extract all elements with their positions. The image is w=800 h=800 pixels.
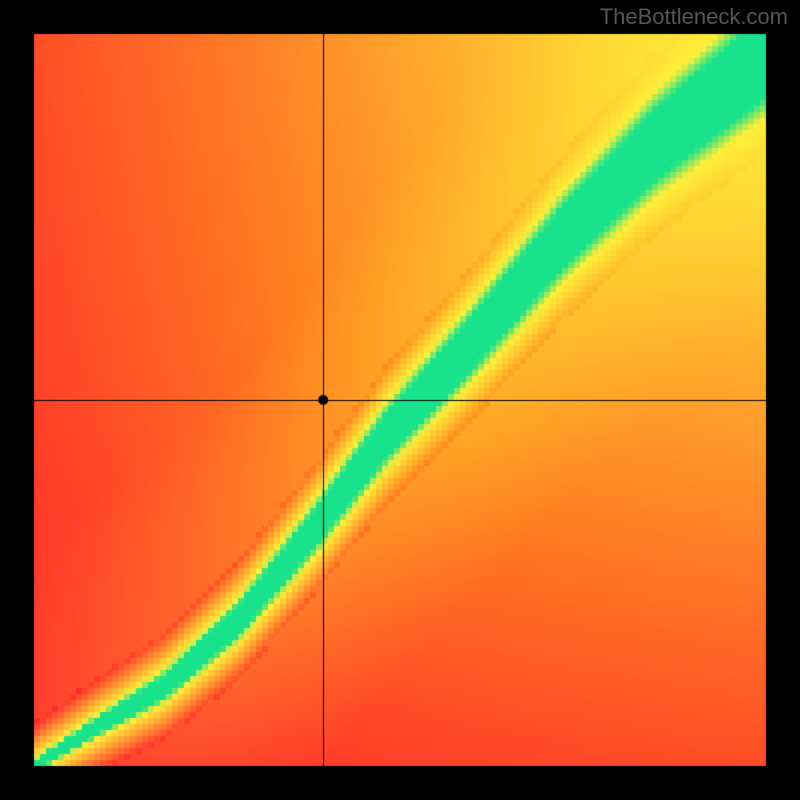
watermark-text: TheBottleneck.com (600, 4, 788, 30)
chart-container: TheBottleneck.com (0, 0, 800, 800)
crosshair-overlay (0, 0, 800, 800)
